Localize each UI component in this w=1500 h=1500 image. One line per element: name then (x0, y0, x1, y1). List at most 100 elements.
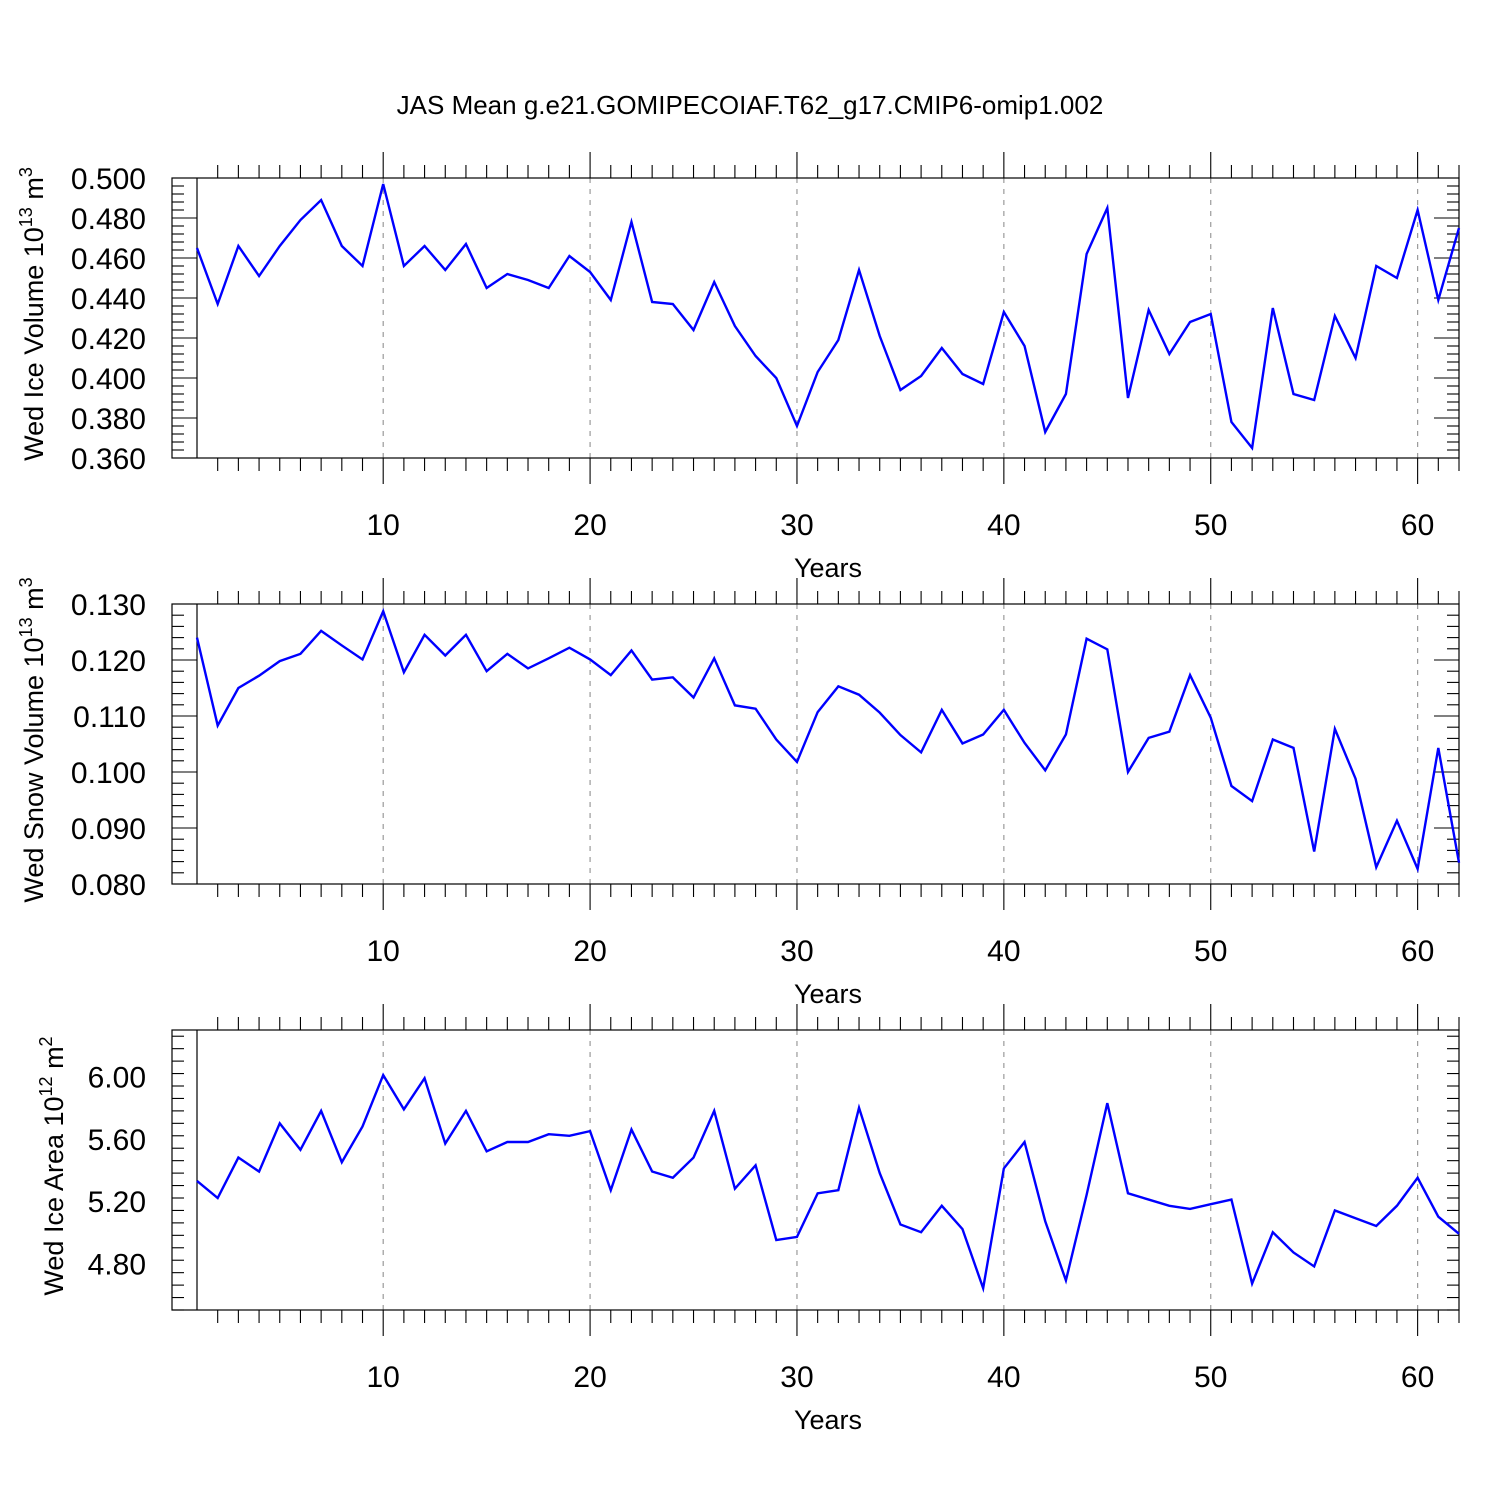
data-point (1291, 392, 1295, 396)
data-point (1354, 777, 1358, 781)
data-point (1167, 1204, 1171, 1208)
data-point (340, 244, 344, 248)
data-point (526, 666, 530, 670)
data-point (650, 300, 654, 304)
data-point (1023, 1140, 1027, 1144)
data-point (1023, 344, 1027, 348)
data-point (1416, 208, 1420, 212)
data-point (1085, 252, 1089, 256)
plot-frame (171, 603, 1460, 885)
data-point (1126, 396, 1130, 400)
data-point (1229, 1198, 1233, 1202)
y-tick-label: 0.130 (71, 589, 146, 622)
x-tick-label: 60 (1401, 509, 1434, 542)
data-point (1436, 298, 1440, 302)
data-point (319, 1109, 323, 1113)
data-point (919, 374, 923, 378)
data-point (1457, 861, 1461, 865)
x-tick-label: 50 (1194, 1361, 1227, 1394)
y-tick-label: 0.480 (71, 203, 146, 236)
data-point (402, 670, 406, 674)
x-tick-label: 30 (780, 509, 813, 542)
data-point (1312, 1264, 1316, 1268)
x-tick-label: 40 (987, 935, 1020, 968)
data-point (1271, 306, 1275, 310)
data-point (774, 1238, 778, 1242)
data-point (795, 760, 799, 764)
data-point (1354, 1216, 1358, 1220)
figure-title: JAS Mean g.e21.GOMIPECOIAF.T62_g17.CMIP6… (397, 90, 1104, 120)
data-point (567, 254, 571, 258)
data-point (257, 1170, 261, 1174)
plot-frame (171, 177, 1460, 459)
x-tick-label: 30 (780, 1361, 813, 1394)
data-point (588, 657, 592, 661)
data-point (1147, 736, 1151, 740)
data-point (940, 708, 944, 712)
data-point (1312, 850, 1316, 854)
data-point (298, 1148, 302, 1152)
y-tick-label: 0.420 (71, 323, 146, 356)
data-point (1229, 420, 1233, 424)
data-point (878, 1171, 882, 1175)
y-tick-label: 0.090 (71, 813, 146, 846)
data-point (1291, 746, 1295, 750)
data-point (898, 388, 902, 392)
data-point (1291, 1250, 1295, 1254)
data-point (629, 648, 633, 652)
data-point (816, 710, 820, 714)
panel-1: 0.360 0.380 0.400 0.420 0.440 0.460 0.480 0.500… (16, 152, 1461, 583)
data-point (712, 280, 716, 284)
data-point (1271, 738, 1275, 742)
data-point (319, 629, 323, 633)
data-point (1002, 708, 1006, 712)
data-point (216, 1196, 220, 1200)
data-point (774, 376, 778, 380)
data-point (836, 1188, 840, 1192)
data-point (1395, 276, 1399, 280)
data-point (361, 657, 365, 661)
data-point (981, 732, 985, 736)
panel-3: 4.80 5.20 5.60 6.00 10 20 30 40 50 60 Years Wed Ice… (36, 1004, 1460, 1435)
data-point (1167, 730, 1171, 734)
data-point (940, 1204, 944, 1208)
data-point (1043, 1219, 1047, 1223)
data-point (609, 1188, 613, 1192)
data-point (402, 264, 406, 268)
data-point (567, 1134, 571, 1138)
series-line (196, 1072, 1460, 1293)
data-point (733, 703, 737, 707)
data-point (195, 246, 199, 250)
x-tick-label: 30 (780, 935, 813, 968)
y-tick-label: 5.20 (88, 1186, 146, 1219)
data-point (236, 686, 240, 690)
data-point (1085, 1193, 1089, 1197)
data-point (754, 354, 758, 358)
data-point (1229, 784, 1233, 788)
y-tick-label: 0.080 (71, 869, 146, 902)
data-point (464, 1109, 468, 1113)
data-point (402, 1107, 406, 1111)
data-point (650, 1170, 654, 1174)
x-axis-title: Years (794, 553, 862, 583)
data-point (423, 1076, 427, 1080)
series-line (195, 607, 1461, 874)
data-point (340, 1160, 344, 1164)
data-point (216, 302, 220, 306)
x-tick-label: 10 (367, 1361, 400, 1394)
data-point (278, 659, 282, 663)
data-point (1374, 865, 1378, 869)
data-point (485, 669, 489, 673)
data-point (567, 646, 571, 650)
y-axis-title: Wed Ice Area 1012 m2 (36, 1036, 69, 1295)
data-point (650, 678, 654, 682)
data-point (919, 750, 923, 754)
data-point (795, 1235, 799, 1239)
data-point (464, 242, 468, 246)
data-point (878, 334, 882, 338)
data-point (733, 1187, 737, 1191)
data-point (443, 654, 447, 658)
y-tick-label: 4.80 (88, 1248, 146, 1281)
data-point (1250, 446, 1254, 450)
